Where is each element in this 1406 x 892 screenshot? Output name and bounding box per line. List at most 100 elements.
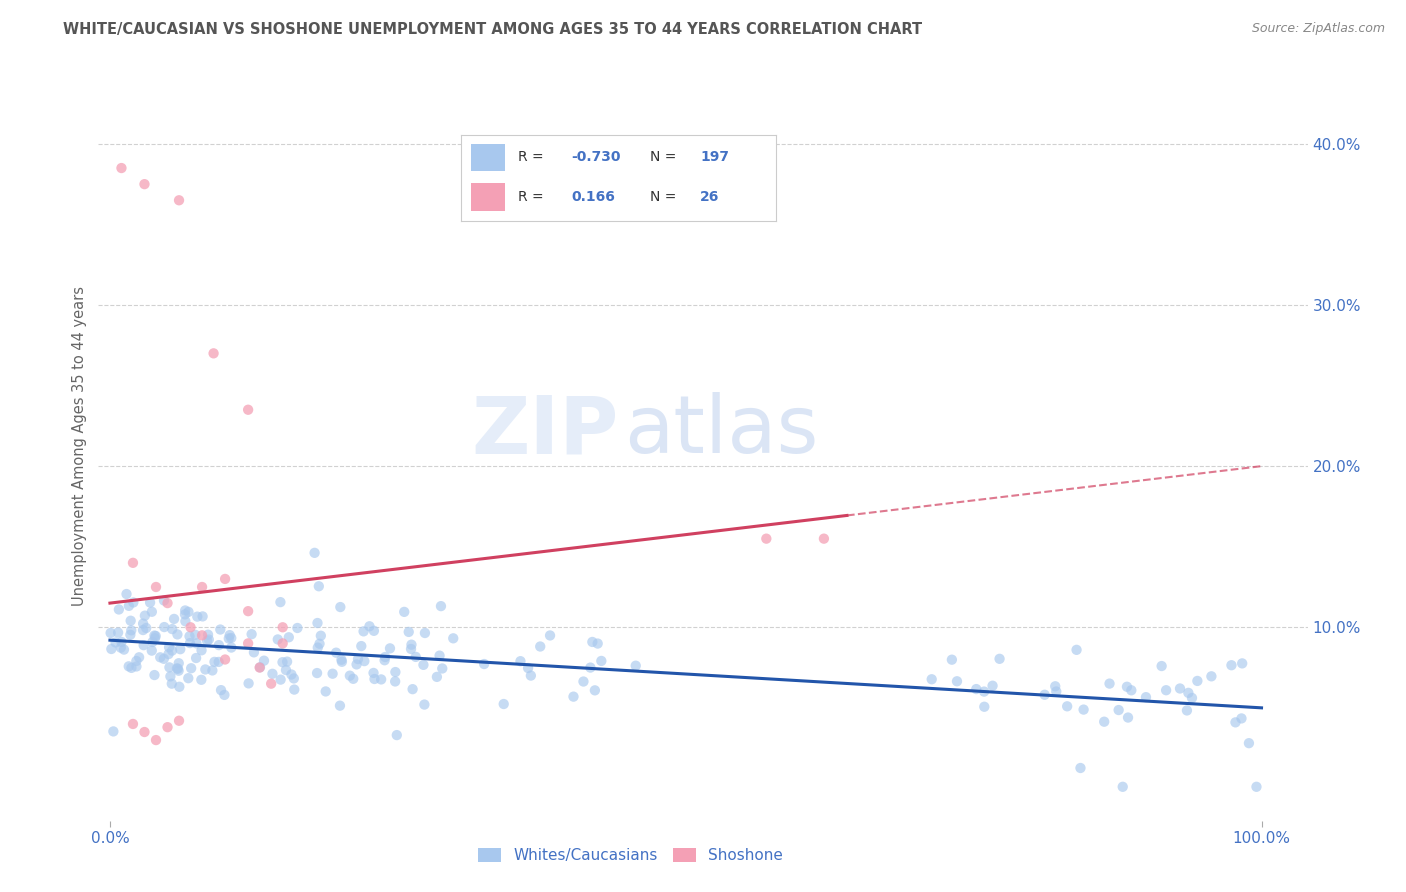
Point bbox=[179, 636, 201, 650]
Point bbox=[174, 607, 197, 622]
Point bbox=[1108, 703, 1130, 717]
Point bbox=[160, 622, 183, 636]
Point bbox=[125, 654, 148, 668]
Point bbox=[1045, 679, 1067, 693]
Point bbox=[1112, 780, 1135, 794]
Point bbox=[157, 640, 180, 655]
Point bbox=[309, 629, 332, 643]
Y-axis label: Unemployment Among Ages 35 to 44 years: Unemployment Among Ages 35 to 44 years bbox=[72, 286, 87, 606]
Point bbox=[249, 660, 271, 674]
Point bbox=[236, 402, 259, 417]
Point bbox=[110, 161, 132, 175]
Point bbox=[1175, 703, 1198, 717]
Point bbox=[538, 628, 561, 642]
Point bbox=[132, 623, 155, 637]
Point bbox=[107, 625, 129, 640]
Point bbox=[401, 638, 423, 652]
Point bbox=[472, 657, 495, 671]
Point bbox=[965, 682, 987, 697]
Point bbox=[204, 655, 226, 669]
Point bbox=[141, 605, 163, 619]
Legend: Whites/Caucasians, Shoshone: Whites/Caucasians, Shoshone bbox=[472, 842, 789, 869]
Point bbox=[157, 647, 180, 661]
Point bbox=[100, 626, 122, 640]
Point bbox=[430, 599, 453, 614]
Point bbox=[413, 626, 436, 640]
Point bbox=[304, 546, 326, 560]
Point bbox=[412, 657, 434, 672]
Point bbox=[100, 642, 122, 657]
Point bbox=[208, 638, 231, 652]
Point bbox=[174, 615, 197, 629]
Point bbox=[384, 665, 406, 679]
Point bbox=[394, 605, 416, 619]
Point bbox=[399, 642, 422, 657]
Point bbox=[1201, 669, 1223, 683]
Point bbox=[104, 635, 127, 649]
Point bbox=[586, 636, 609, 650]
Point bbox=[218, 632, 240, 646]
Point bbox=[339, 668, 361, 682]
Point bbox=[322, 666, 344, 681]
Point bbox=[370, 673, 392, 687]
Point bbox=[153, 652, 176, 666]
Point bbox=[350, 639, 373, 653]
Point bbox=[973, 684, 995, 698]
Point bbox=[108, 602, 131, 616]
Point bbox=[271, 655, 294, 669]
Point bbox=[363, 665, 385, 680]
Point bbox=[167, 657, 190, 671]
Point bbox=[198, 632, 221, 647]
Point bbox=[1230, 711, 1253, 725]
Point bbox=[429, 648, 451, 663]
Point bbox=[134, 725, 156, 739]
Point bbox=[260, 676, 283, 690]
Point bbox=[115, 587, 138, 601]
Point bbox=[308, 637, 330, 651]
Point bbox=[253, 654, 276, 668]
Point bbox=[374, 650, 396, 665]
Point bbox=[374, 653, 396, 667]
Point bbox=[184, 651, 207, 665]
Point bbox=[120, 661, 142, 675]
Point bbox=[166, 627, 188, 641]
Point bbox=[184, 628, 207, 642]
Point bbox=[941, 653, 963, 667]
Point bbox=[413, 698, 436, 712]
Point bbox=[307, 666, 329, 681]
Point bbox=[581, 635, 603, 649]
Point bbox=[110, 640, 132, 655]
Point bbox=[1237, 736, 1260, 750]
Point bbox=[579, 660, 602, 674]
Point bbox=[128, 650, 150, 665]
Point bbox=[363, 672, 385, 686]
Point bbox=[353, 624, 375, 639]
Point bbox=[238, 676, 260, 690]
Point bbox=[274, 663, 297, 677]
Point bbox=[166, 661, 188, 675]
Point bbox=[283, 682, 305, 697]
Point bbox=[267, 632, 290, 647]
Point bbox=[141, 635, 163, 649]
Point bbox=[509, 654, 531, 668]
Point bbox=[384, 674, 406, 689]
Point bbox=[315, 684, 337, 698]
Point bbox=[177, 671, 200, 685]
Point bbox=[276, 655, 298, 669]
Point bbox=[236, 636, 259, 650]
Point bbox=[1116, 680, 1139, 694]
Point bbox=[330, 653, 353, 667]
Point bbox=[120, 614, 142, 628]
Point bbox=[186, 636, 208, 650]
Point bbox=[1033, 688, 1056, 702]
Point bbox=[346, 657, 368, 672]
Point bbox=[287, 621, 309, 635]
Point bbox=[1154, 683, 1177, 698]
Point bbox=[169, 642, 191, 657]
Text: atlas: atlas bbox=[624, 392, 818, 470]
Point bbox=[219, 631, 242, 645]
Point bbox=[401, 682, 423, 697]
Point bbox=[112, 642, 135, 657]
Point bbox=[517, 661, 540, 675]
Point bbox=[1116, 710, 1139, 724]
